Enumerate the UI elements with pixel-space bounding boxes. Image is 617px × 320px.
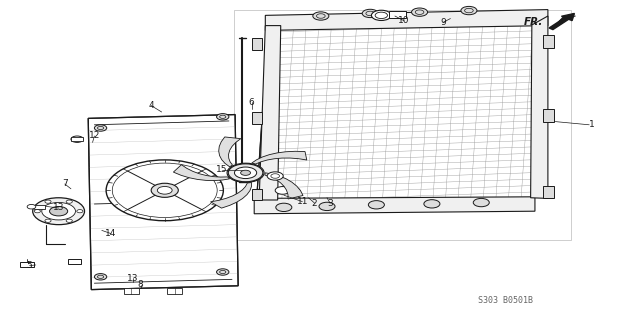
Text: 8: 8 bbox=[138, 280, 144, 289]
Text: 13: 13 bbox=[127, 274, 138, 283]
Text: 12: 12 bbox=[89, 132, 100, 140]
Bar bbox=[543, 109, 554, 122]
Text: 1: 1 bbox=[589, 120, 595, 129]
Polygon shape bbox=[88, 115, 238, 290]
Text: 3: 3 bbox=[327, 199, 333, 208]
Text: 9: 9 bbox=[440, 18, 446, 27]
Polygon shape bbox=[265, 10, 548, 30]
Circle shape bbox=[275, 187, 290, 194]
Circle shape bbox=[319, 202, 335, 211]
Bar bbox=[20, 262, 34, 267]
Circle shape bbox=[368, 201, 384, 209]
Circle shape bbox=[227, 163, 264, 182]
Text: 11: 11 bbox=[297, 197, 308, 206]
Circle shape bbox=[77, 210, 83, 213]
FancyArrow shape bbox=[549, 13, 574, 29]
Text: 2: 2 bbox=[312, 199, 318, 208]
Circle shape bbox=[461, 6, 477, 15]
Circle shape bbox=[33, 198, 85, 225]
Text: 10: 10 bbox=[399, 16, 410, 25]
Text: 6: 6 bbox=[249, 98, 255, 107]
Bar bbox=[124, 288, 139, 294]
Text: FR.: FR. bbox=[524, 17, 543, 27]
Bar bbox=[543, 186, 554, 198]
Text: S303 B0501B: S303 B0501B bbox=[478, 296, 534, 305]
Circle shape bbox=[424, 200, 440, 208]
Circle shape bbox=[66, 200, 72, 203]
Bar bbox=[543, 35, 554, 48]
Text: 4: 4 bbox=[148, 101, 154, 110]
Text: 14: 14 bbox=[106, 229, 117, 238]
Polygon shape bbox=[551, 13, 576, 28]
Bar bbox=[34, 205, 45, 209]
Bar bbox=[252, 189, 262, 200]
Circle shape bbox=[157, 187, 172, 194]
Text: 7: 7 bbox=[62, 180, 68, 188]
Circle shape bbox=[45, 219, 51, 222]
Text: 5: 5 bbox=[27, 261, 33, 270]
Bar bbox=[252, 112, 262, 124]
Bar bbox=[389, 11, 406, 18]
Circle shape bbox=[45, 200, 51, 203]
Circle shape bbox=[106, 160, 223, 221]
Text: 13: 13 bbox=[53, 204, 64, 212]
Circle shape bbox=[49, 206, 68, 216]
Circle shape bbox=[267, 172, 283, 180]
Circle shape bbox=[234, 167, 257, 179]
Polygon shape bbox=[531, 16, 548, 198]
Circle shape bbox=[241, 170, 251, 175]
Bar bbox=[167, 288, 182, 294]
Text: 15: 15 bbox=[217, 165, 228, 174]
Polygon shape bbox=[218, 137, 241, 167]
Bar bbox=[71, 137, 83, 141]
Circle shape bbox=[35, 210, 41, 213]
Circle shape bbox=[66, 219, 72, 222]
Circle shape bbox=[412, 8, 428, 16]
Circle shape bbox=[151, 183, 178, 197]
Circle shape bbox=[42, 203, 75, 220]
Circle shape bbox=[71, 136, 83, 142]
Polygon shape bbox=[210, 182, 252, 208]
Circle shape bbox=[217, 114, 229, 120]
Circle shape bbox=[27, 204, 36, 209]
Polygon shape bbox=[173, 165, 230, 180]
Circle shape bbox=[217, 269, 229, 275]
Polygon shape bbox=[259, 26, 281, 200]
Bar bbox=[68, 259, 81, 264]
Bar bbox=[234, 10, 571, 240]
Bar bbox=[252, 38, 262, 50]
Polygon shape bbox=[252, 151, 307, 164]
Circle shape bbox=[94, 274, 107, 280]
Circle shape bbox=[473, 198, 489, 207]
Circle shape bbox=[313, 12, 329, 20]
Circle shape bbox=[371, 10, 391, 20]
Circle shape bbox=[94, 125, 107, 131]
Polygon shape bbox=[256, 18, 546, 208]
Polygon shape bbox=[254, 197, 535, 214]
Circle shape bbox=[276, 203, 292, 212]
Circle shape bbox=[362, 9, 378, 18]
Polygon shape bbox=[265, 173, 303, 199]
